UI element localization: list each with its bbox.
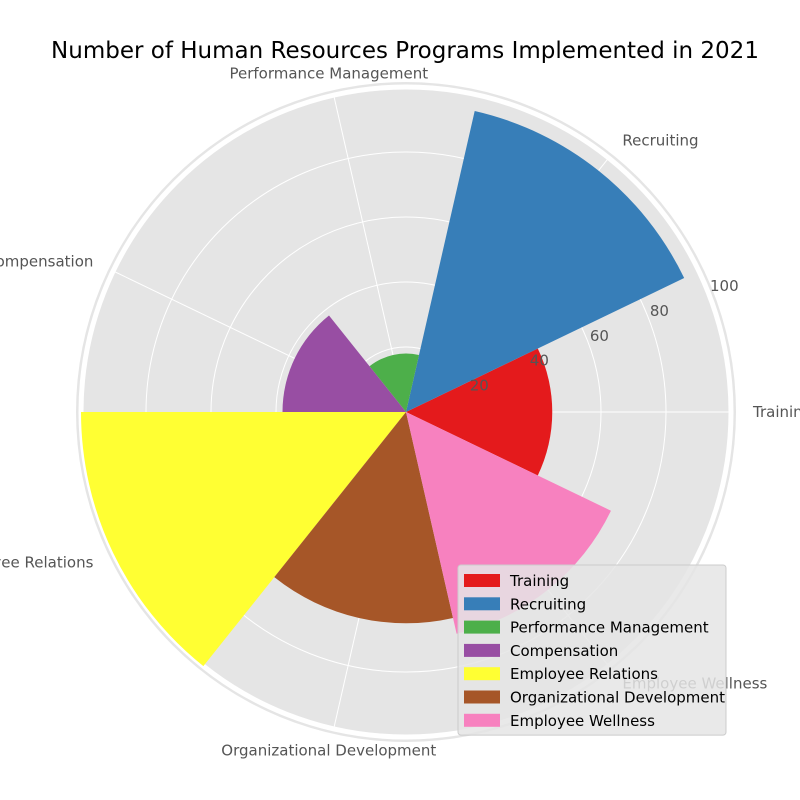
legend-entry-recruiting: Recruiting [464,595,586,613]
legend-swatch-performance-management [464,620,500,634]
bar-recruiting [406,110,685,413]
legend-label-organizational-development: Organizational Development [510,689,725,707]
bar-organizational-development [274,412,454,624]
polar-bars [81,110,685,667]
radial-tick-100: 100 [710,277,739,295]
legend-swatch-training [464,574,500,587]
chart-title: Number of Human Resources Programs Imple… [51,38,759,64]
legend-entry-compensation: Compensation [464,642,618,660]
bar-performance-management [369,353,420,412]
legend-label-compensation: Compensation [510,642,618,660]
legend-label-recruiting: Recruiting [510,595,586,613]
category-label-organizational-development: Organizational Development [221,741,436,759]
category-label-training: Training [752,403,800,421]
legend-entry-employee-relations: Employee Relations [464,665,658,683]
legend-entry-organizational-development: Organizational Development [464,689,725,707]
legend-swatch-recruiting [464,597,500,611]
legend: Training Recruiting Performance Management… [457,564,727,736]
legend-entry-training: Training [464,572,569,590]
radial-tick-40: 40 [530,352,549,370]
category-label-compensation: Compensation [0,252,93,270]
legend-label-performance-management: Performance Management [510,619,709,637]
radial-tick-20: 20 [470,377,489,395]
legend-swatch-employee-relations [464,667,500,681]
bar-compensation [282,315,406,412]
legend-label-employee-wellness: Employee Wellness [510,712,655,730]
radial-tick-80: 80 [650,302,669,320]
legend-label-training: Training [509,572,569,590]
category-label-employee-relations: Employee Relations [0,554,94,572]
legend-box [457,564,727,736]
category-label-recruiting: Recruiting [622,132,698,150]
legend-swatch-employee-wellness [464,713,500,727]
legend-swatch-compensation [464,643,500,657]
legend-label-employee-relations: Employee Relations [510,665,658,683]
legend-swatch-organizational-development [464,690,500,704]
category-label-performance-management: Performance Management [229,65,428,83]
radial-tick-60: 60 [590,327,609,345]
bar-employee-relations [81,412,406,667]
legend-entry-performance-management: Performance Management [464,619,709,637]
legend-entry-employee-wellness: Employee Wellness [464,712,655,730]
radial-tick-labels: 20 40 60 80 100 [470,277,739,395]
bar-training [406,348,553,476]
